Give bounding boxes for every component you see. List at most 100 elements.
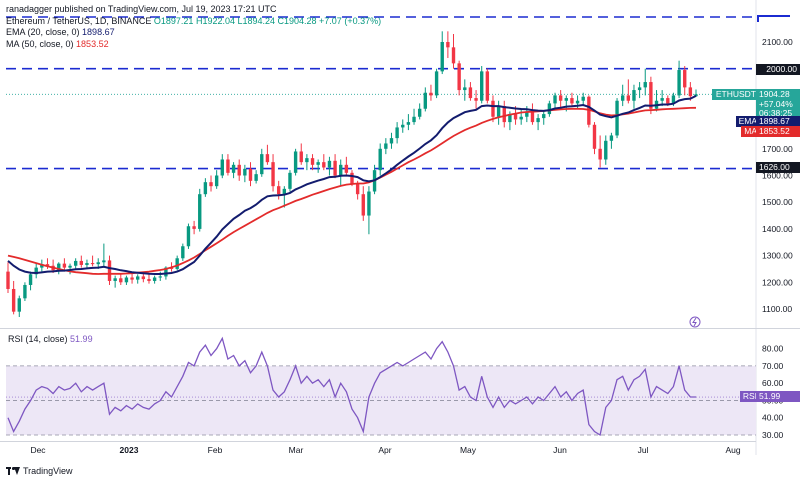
tradingview-logo[interactable]: TradingView [6,466,73,476]
candle [367,186,371,235]
candle [480,66,484,104]
rsi-tick-label: 60.00 [762,378,784,388]
candle [220,154,224,179]
symbol-name: Ethereum / TetherUS, 1D, BINANCE [6,15,152,26]
candle-body [11,288,16,312]
rsi-tick-label: 70.00 [762,361,784,371]
candle-body [620,95,625,101]
ema-value: 1898.67 [82,27,115,37]
candle [248,162,253,187]
ma-price-tag: 1853.52 [756,126,800,137]
candle-body [119,278,123,283]
candle-body [214,175,219,187]
candle [293,148,298,176]
candle-body [6,271,10,289]
candle [463,79,467,101]
candle-body [248,168,253,181]
price-tick-label: 1700.00 [762,144,793,154]
candle-body [463,87,467,91]
candle-body [581,96,585,101]
candle [40,259,44,273]
candle [660,90,664,107]
candle-body [423,92,428,109]
candle-body [446,42,450,48]
time-tick-label: Mar [288,445,304,455]
candle [203,178,208,197]
candle-body [457,63,461,91]
candle [683,66,687,96]
candle [474,90,478,109]
price-tick-label: 1400.00 [762,224,793,234]
candle [440,31,444,75]
level-1626-tag: 1626.00 [756,162,800,173]
ma-legend: MA (50, close, 0) 1853.52 [6,39,381,51]
candle [322,154,326,171]
candle [34,263,38,279]
candle-body [575,100,580,104]
candle [85,259,89,269]
candle [401,119,405,133]
candle-body [17,298,21,312]
candle [485,68,490,104]
candle [6,262,10,293]
candle-body [57,263,61,271]
candle-body [198,194,202,229]
candle-body [271,162,275,187]
candle-body [401,124,405,128]
candle [553,92,557,109]
candle [107,255,112,285]
candle [79,255,84,268]
time-tick-label: Dec [30,445,46,455]
price-chart[interactable]: 2100.001900.001800.001700.001600.001500.… [0,0,800,330]
candle [547,100,552,117]
candle-body [491,100,495,117]
candle-body [73,260,78,266]
candle-body [305,158,309,163]
candle [231,162,236,179]
candle-body [480,71,484,101]
level-2000-tag: 2000.00 [756,64,800,75]
candle-body [609,135,614,141]
candle-body [558,95,563,101]
candle [243,164,247,183]
candle [643,68,647,96]
candle [28,271,33,291]
candle-body [327,160,332,168]
candle [417,103,422,120]
candle [136,274,140,284]
tradingview-brand: TradingView [23,466,73,476]
candle-body [592,124,597,149]
candle-body [96,262,100,265]
countdown-tag: 06:38:25 [756,108,800,119]
candle-body [637,87,642,91]
candle-body [276,186,281,195]
candle [434,68,439,99]
candle [615,98,619,139]
candle-body [344,164,349,173]
candle [288,170,292,192]
candle-body [604,140,608,160]
candle-body [231,164,236,173]
candle [604,135,608,165]
candle [147,274,151,284]
candle [192,220,196,235]
candle [496,100,501,125]
candle-body [192,226,196,229]
candle-body [107,260,112,281]
candle [654,90,659,112]
candle [124,275,129,285]
candle [226,154,230,176]
candle [389,132,394,149]
candle [113,275,117,288]
time-axis: Dec 2023 Feb Mar Apr May Jun Jul Aug [0,442,750,456]
rsi-value-tag: 51.99 [756,391,800,402]
candle-body [350,172,354,184]
candle-body [260,154,264,175]
candle [344,156,349,176]
candle [181,243,185,261]
candle-body [451,47,456,64]
candle [429,84,433,101]
candle [102,243,106,267]
candle-body [632,90,636,101]
